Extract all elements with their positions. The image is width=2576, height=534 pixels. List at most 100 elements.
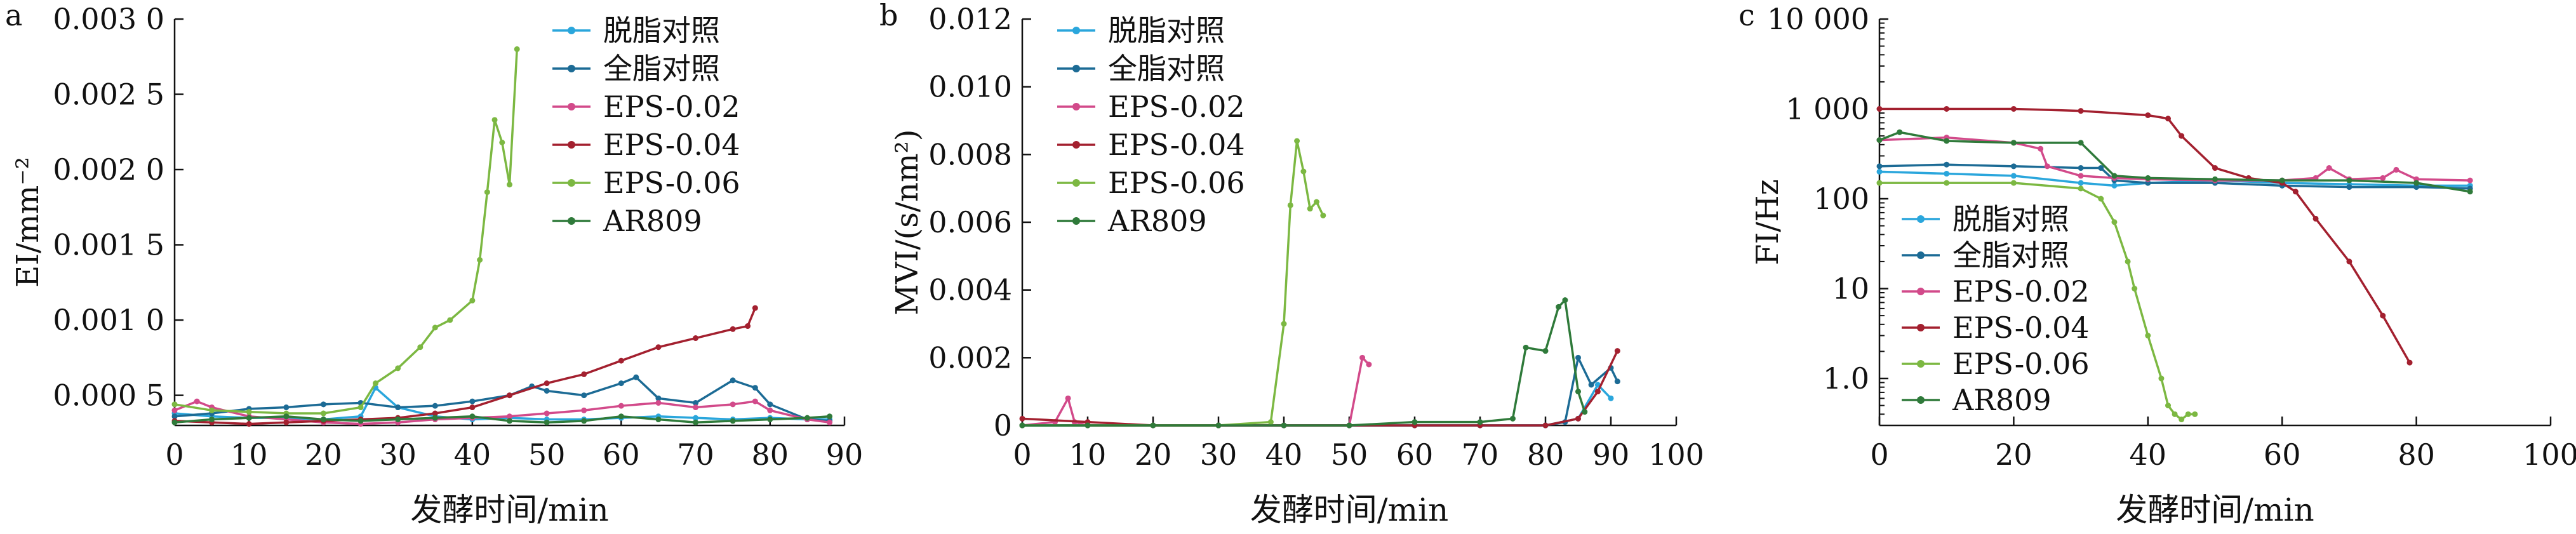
data-point <box>618 357 624 364</box>
legend-label: 全脂对照 <box>1952 238 2069 272</box>
y-axis-label: MVI/(s/nm²) <box>890 130 925 316</box>
legend-marker <box>1917 324 1925 331</box>
data-point <box>1575 415 1581 422</box>
panel-label: c <box>1738 0 1755 32</box>
legend-label: EPS-0.04 <box>1952 310 2090 345</box>
data-point <box>2380 175 2386 181</box>
data-point <box>171 413 178 420</box>
data-point <box>2393 166 2399 173</box>
legend-label: EPS-0.04 <box>1108 128 1245 162</box>
data-point <box>417 344 424 350</box>
y-tick-label: 0.008 <box>928 137 1012 171</box>
data-point <box>1314 199 1319 205</box>
data-point <box>804 415 810 421</box>
data-point <box>2145 175 2151 181</box>
series-line <box>1022 350 1618 427</box>
data-point <box>1582 409 1588 415</box>
data-point <box>827 419 833 425</box>
data-point <box>1359 354 1366 361</box>
data-point <box>693 404 699 411</box>
data-point <box>1281 321 1287 327</box>
data-point <box>246 415 252 421</box>
series-全脂对照 <box>1019 354 1620 429</box>
data-point <box>2132 286 2138 292</box>
data-point <box>2413 180 2420 186</box>
data-point <box>544 419 550 425</box>
legend-label: 脱脂对照 <box>1108 13 1225 48</box>
data-point <box>1588 382 1594 388</box>
legend-entry: EPS-0.04 <box>1902 310 2090 345</box>
data-point <box>1477 419 1483 425</box>
data-point <box>246 409 252 415</box>
data-point <box>171 419 178 425</box>
legend-entry: 脱脂对照 <box>1902 202 2069 236</box>
legend-label: AR809 <box>1107 204 1207 238</box>
legend-label: EPS-0.04 <box>603 128 740 162</box>
data-point <box>357 404 364 411</box>
x-tick-label: 70 <box>1462 437 1499 472</box>
data-point <box>432 410 438 417</box>
data-point <box>618 403 624 409</box>
data-point <box>2179 133 2185 139</box>
x-tick-label: 30 <box>379 437 417 472</box>
data-point <box>1019 422 1025 429</box>
data-point <box>171 401 178 408</box>
data-point <box>1575 389 1581 395</box>
series-line <box>174 376 830 422</box>
legend-entry: EPS-0.06 <box>1057 166 1245 200</box>
data-point <box>320 417 326 423</box>
data-point <box>1542 422 1549 429</box>
data-point <box>752 398 758 404</box>
legend-marker <box>568 217 575 225</box>
series-AR809 <box>1019 297 1588 429</box>
data-point <box>507 392 512 399</box>
data-point <box>1876 163 1883 170</box>
series-line <box>174 49 518 415</box>
data-point <box>1084 422 1091 429</box>
data-point <box>1300 168 1307 175</box>
y-tick-label: 0.001 5 <box>53 228 164 262</box>
legend-label: AR809 <box>603 204 702 238</box>
data-point <box>730 377 736 384</box>
data-point <box>1307 206 1313 212</box>
data-point <box>1575 354 1581 361</box>
data-point <box>1542 348 1549 354</box>
x-tick-label: 30 <box>1200 437 1238 472</box>
data-point <box>2078 185 2084 192</box>
legend-label: 全脂对照 <box>603 51 720 86</box>
data-point <box>2044 163 2050 170</box>
data-point <box>730 326 736 332</box>
series-脱脂对照 <box>1019 382 1614 429</box>
data-point <box>2010 140 2017 146</box>
data-point <box>2165 116 2172 122</box>
data-point <box>395 365 401 371</box>
x-tick-label: 10 <box>1069 437 1107 472</box>
data-point <box>447 317 453 323</box>
data-point <box>618 380 624 387</box>
legend-entry: EPS-0.04 <box>1057 128 1245 162</box>
data-point <box>2467 189 2473 195</box>
data-point <box>507 413 512 420</box>
data-point <box>1876 137 1883 144</box>
data-point <box>2125 258 2131 265</box>
data-point <box>514 46 520 52</box>
legend-marker <box>1917 251 1925 259</box>
x-tick-label: 10 <box>230 437 268 472</box>
data-point <box>730 401 736 408</box>
data-point <box>693 335 699 342</box>
legend-label: EPS-0.02 <box>1952 274 2090 309</box>
data-point <box>1944 138 1950 144</box>
data-point <box>395 404 401 411</box>
series-EPS-0.06 <box>171 46 520 417</box>
y-tick-label: 0.002 0 <box>53 152 164 187</box>
data-point <box>477 257 483 263</box>
data-point <box>1897 129 1903 135</box>
data-point <box>2145 332 2151 338</box>
data-point <box>2098 165 2104 171</box>
series-line <box>1022 356 1370 427</box>
data-point <box>2192 411 2198 417</box>
x-tick-label: 0 <box>165 437 184 472</box>
data-point <box>1944 161 1950 168</box>
data-point <box>2292 189 2299 195</box>
